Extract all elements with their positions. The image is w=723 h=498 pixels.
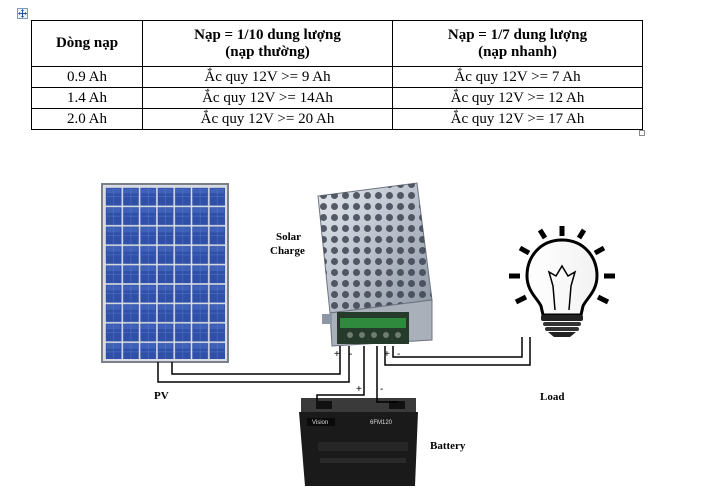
pv-minus-label: -: [349, 349, 352, 360]
battery-minus-label: -: [380, 384, 383, 395]
table-move-handle[interactable]: [17, 8, 28, 19]
charge-controller-image: [317, 182, 433, 347]
solar-panel-image: [101, 183, 229, 363]
header-charge-current: Dòng nạp: [31, 20, 143, 67]
table-row: 2.0 Ah Ắc quy 12V >= 20 Ah Ắc quy 12V >=…: [31, 108, 643, 130]
battery-label: Battery: [430, 440, 466, 452]
light-bulb-icon: [509, 226, 615, 337]
table-resize-handle[interactable]: [639, 130, 645, 136]
header-fast-charge: Nạp = 1/7 dung lượng (nạp nhanh): [392, 20, 643, 67]
move-arrows-icon: [18, 9, 27, 18]
charging-table: Dòng nạp Nạp = 1/10 dung lượng (nạp thườ…: [31, 20, 643, 130]
pv-plus-label: +: [334, 349, 340, 360]
table-cell: 2.0 Ah: [31, 108, 143, 130]
battery-plus-label: +: [356, 384, 362, 395]
battery-model: 6FM120: [370, 420, 393, 426]
table-cell: Ắc quy 12V >= 9 Ah: [142, 66, 393, 88]
load-label: Load: [540, 391, 564, 403]
table-cell: Ắc quy 12V >= 17 Ah: [392, 108, 643, 130]
load-minus-label: -: [397, 349, 400, 360]
battery-brand: Vision: [312, 420, 328, 426]
load-plus-label: +: [384, 349, 390, 360]
battery-image: Vision 6FM120: [299, 398, 418, 486]
wiring: [157, 337, 531, 403]
charge-label: Charge: [270, 245, 305, 257]
table-row: 0.9 Ah Ắc quy 12V >= 9 Ah Ắc quy 12V >= …: [31, 66, 643, 88]
table-header-row: Dòng nạp Nạp = 1/10 dung lượng (nạp thườ…: [31, 20, 643, 67]
solar-label: Solar: [276, 231, 301, 243]
table-cell: Ắc quy 12V >= 20 Ah: [142, 108, 393, 130]
pv-label: PV: [154, 390, 169, 402]
header-normal-charge: Nạp = 1/10 dung lượng (nạp thường): [142, 20, 393, 67]
